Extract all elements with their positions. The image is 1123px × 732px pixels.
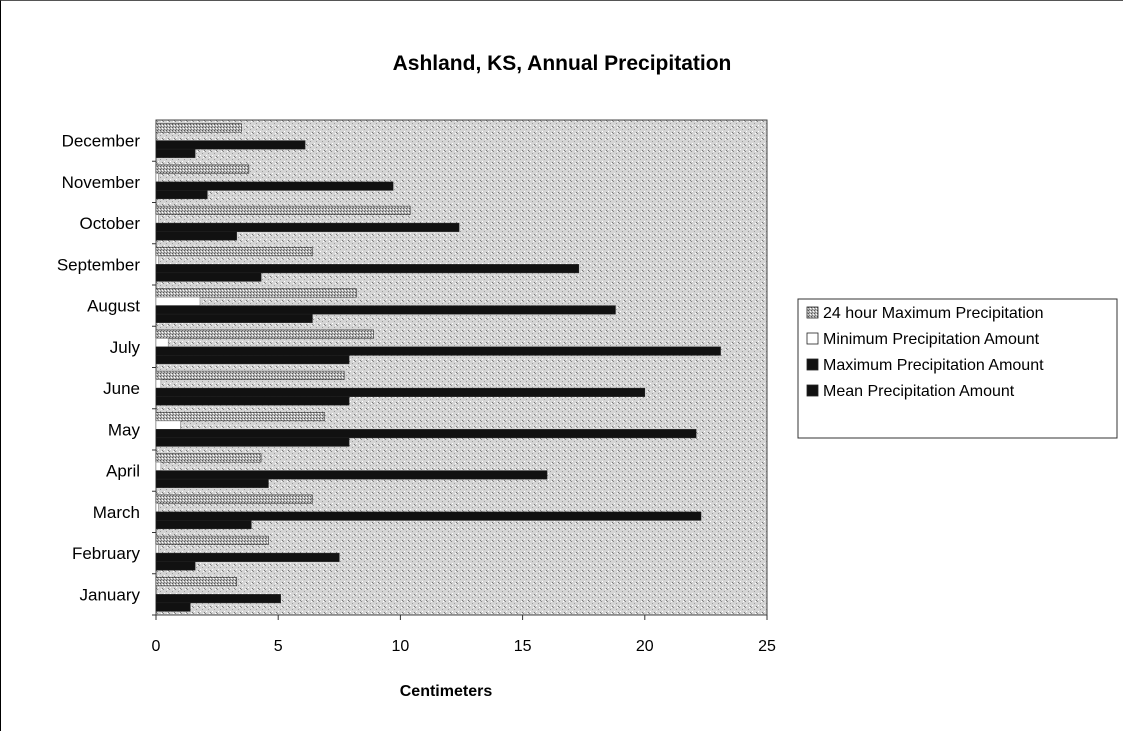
bar-july-series-1: [155, 338, 169, 348]
bar-april-series-2: [155, 470, 548, 480]
legend-label-1: Minimum Precipitation Amount: [823, 331, 1040, 348]
bar-june-series-3: [155, 396, 350, 406]
legend-label-2: Maximum Precipitation Amount: [823, 357, 1044, 374]
category-label-october: October: [80, 214, 141, 233]
legend-swatch-3: [806, 384, 819, 397]
x-tick-label: 10: [392, 638, 410, 655]
legend-label-0: 24 hour Maximum Precipitation: [823, 305, 1044, 322]
bar-october-series-3: [155, 231, 237, 241]
bar-june-series-2: [155, 387, 646, 397]
bar-november-series-1: [155, 173, 159, 183]
bar-may-series-1: [155, 420, 181, 430]
category-labels: January February March April May June July Augu…: [57, 132, 156, 616]
bar-september-series-3: [155, 272, 262, 282]
bar-september-series-1: [155, 255, 159, 265]
x-axis-title: Centimeters: [400, 683, 493, 700]
x-tick-label: 25: [758, 638, 776, 655]
bar-july-series-0: [155, 329, 374, 339]
legend-swatch-2: [806, 358, 819, 371]
legend-box: [797, 298, 1118, 439]
x-tick-label: 0: [152, 638, 161, 655]
bar-june-series-0: [155, 370, 345, 380]
bar-january-series-0: [155, 577, 237, 587]
bar-august-series-2: [155, 305, 616, 315]
bar-september-series-2: [155, 264, 580, 274]
category-label-september: September: [57, 255, 140, 274]
bar-march-series-2: [155, 511, 702, 521]
category-label-june: June: [103, 379, 140, 398]
category-label-february: February: [72, 544, 141, 563]
bar-may-series-3: [155, 437, 350, 447]
legend-swatch-0: [806, 306, 819, 319]
category-label-may: May: [108, 420, 141, 439]
bar-january-series-2: [155, 594, 281, 604]
bar-march-series-1: [155, 503, 159, 513]
category-label-august: August: [87, 297, 140, 316]
x-tick-label: 20: [636, 638, 654, 655]
legend-label-3: Mean Precipitation Amount: [823, 383, 1015, 400]
bar-november-series-2: [155, 181, 394, 191]
bar-may-series-0: [155, 412, 325, 422]
bar-august-series-1: [155, 296, 201, 306]
bar-december-series-2: [155, 140, 306, 150]
bar-april-series-1: [155, 461, 162, 471]
bar-august-series-0: [155, 288, 357, 298]
bar-february-series-1: [155, 544, 159, 554]
bars-group: [155, 123, 721, 612]
bar-january-series-3: [155, 602, 191, 612]
bar-april-series-3: [155, 478, 269, 488]
category-label-december: December: [62, 132, 141, 151]
x-ticks: 0 5 10 15 20 25: [152, 615, 776, 655]
bar-september-series-0: [155, 247, 313, 257]
category-label-april: April: [106, 462, 140, 481]
bar-october-series-0: [155, 205, 411, 215]
legend: 24 hour Maximum Precipitation Minimum Pre…: [797, 298, 1118, 439]
x-tick-label: 15: [514, 638, 532, 655]
legend-swatch-1: [806, 332, 819, 345]
bar-december-series-0: [155, 123, 242, 133]
category-label-november: November: [62, 173, 141, 192]
category-label-january: January: [80, 585, 141, 604]
bar-february-series-0: [155, 535, 269, 545]
bar-august-series-3: [155, 313, 313, 323]
bar-march-series-0: [155, 494, 313, 504]
bar-october-series-1: [155, 214, 159, 224]
category-label-july: July: [110, 338, 141, 357]
category-label-march: March: [93, 503, 140, 522]
plot-area: [155, 119, 768, 616]
bar-november-series-3: [155, 190, 208, 200]
bar-february-series-3: [155, 561, 196, 571]
bar-april-series-0: [155, 453, 262, 463]
bar-march-series-3: [155, 520, 252, 530]
bar-december-series-3: [155, 148, 196, 158]
x-tick-label: 5: [274, 638, 283, 655]
bar-october-series-2: [155, 222, 460, 232]
bar-may-series-2: [155, 429, 697, 439]
bar-july-series-3: [155, 355, 350, 365]
bar-february-series-2: [155, 552, 340, 562]
bar-july-series-2: [155, 346, 721, 356]
chart-title: Ashland, KS, Annual Precipitation: [393, 52, 732, 75]
bar-november-series-0: [155, 164, 250, 174]
bar-june-series-1: [155, 379, 162, 389]
